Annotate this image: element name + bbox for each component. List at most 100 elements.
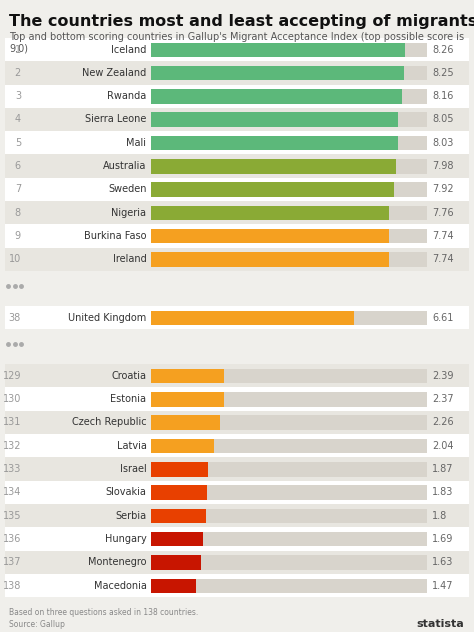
Text: Hungary: Hungary — [105, 534, 146, 544]
Bar — [151, 183, 394, 197]
Bar — [151, 578, 428, 593]
Text: Burkina Faso: Burkina Faso — [84, 231, 146, 241]
Bar — [151, 205, 428, 220]
Bar — [5, 224, 469, 248]
Bar — [151, 66, 428, 80]
Bar — [5, 154, 469, 178]
Text: 135: 135 — [2, 511, 21, 521]
Text: statista: statista — [417, 619, 465, 629]
Text: Rwanda: Rwanda — [107, 91, 146, 101]
Bar — [5, 411, 469, 434]
Bar — [151, 159, 428, 174]
Bar — [151, 205, 389, 220]
Text: Ireland: Ireland — [113, 254, 146, 264]
Text: 2.04: 2.04 — [432, 441, 454, 451]
Bar — [151, 89, 428, 104]
Bar — [151, 439, 214, 453]
Bar — [5, 38, 469, 61]
Text: Based on three questions asked in 138 countries.
Source: Gallup: Based on three questions asked in 138 co… — [9, 608, 199, 629]
Bar — [151, 229, 428, 243]
Text: 10: 10 — [9, 254, 21, 264]
Bar — [5, 434, 469, 458]
Bar — [151, 415, 428, 430]
Text: Serbia: Serbia — [115, 511, 146, 521]
Bar — [151, 136, 428, 150]
Bar — [151, 556, 428, 569]
Bar — [151, 252, 389, 267]
Text: 8.26: 8.26 — [432, 45, 454, 54]
Text: 2.26: 2.26 — [432, 418, 454, 427]
Bar — [151, 392, 224, 406]
Bar — [151, 229, 389, 243]
Bar — [151, 556, 201, 569]
Bar — [5, 201, 469, 224]
Bar — [151, 532, 203, 547]
Text: 8.25: 8.25 — [432, 68, 454, 78]
Text: New Zealand: New Zealand — [82, 68, 146, 78]
Bar — [5, 364, 469, 387]
Text: 133: 133 — [3, 464, 21, 474]
Bar — [151, 310, 428, 325]
Text: 1.8: 1.8 — [432, 511, 447, 521]
Bar — [151, 369, 428, 383]
Text: Sweden: Sweden — [108, 185, 146, 195]
Text: 138: 138 — [3, 581, 21, 590]
Text: 2: 2 — [15, 68, 21, 78]
Bar — [5, 550, 469, 574]
Bar — [151, 159, 396, 174]
Bar — [5, 248, 469, 271]
Text: 1.69: 1.69 — [432, 534, 454, 544]
Text: Montenegro: Montenegro — [88, 557, 146, 568]
Text: Croatia: Croatia — [111, 371, 146, 381]
Bar — [5, 61, 469, 85]
Text: 7.76: 7.76 — [432, 208, 454, 217]
Text: 6.61: 6.61 — [432, 313, 454, 322]
Text: 1: 1 — [15, 45, 21, 54]
Text: United Kingdom: United Kingdom — [68, 313, 146, 322]
Text: 8.03: 8.03 — [432, 138, 454, 148]
Bar — [151, 136, 398, 150]
Bar — [151, 532, 428, 547]
Bar — [5, 481, 469, 504]
Text: Australia: Australia — [103, 161, 146, 171]
Bar — [151, 369, 225, 383]
Text: 8: 8 — [15, 208, 21, 217]
Text: Mali: Mali — [127, 138, 146, 148]
Bar — [151, 252, 428, 267]
Bar — [151, 509, 428, 523]
Text: 131: 131 — [3, 418, 21, 427]
Bar — [151, 415, 220, 430]
Text: 7.92: 7.92 — [432, 185, 454, 195]
Bar — [151, 485, 428, 500]
Bar — [5, 458, 469, 481]
Text: 1.47: 1.47 — [432, 581, 454, 590]
Text: Czech Republic: Czech Republic — [72, 418, 146, 427]
Text: Estonia: Estonia — [110, 394, 146, 404]
Text: 132: 132 — [2, 441, 21, 451]
Text: 1.87: 1.87 — [432, 464, 454, 474]
Text: 7.74: 7.74 — [432, 254, 454, 264]
Bar — [5, 387, 469, 411]
Text: 136: 136 — [3, 534, 21, 544]
Bar — [151, 509, 206, 523]
Bar — [151, 485, 207, 500]
Text: 2.39: 2.39 — [432, 371, 454, 381]
Text: Slovakia: Slovakia — [106, 487, 146, 497]
Text: 38: 38 — [9, 313, 21, 322]
Text: 1.83: 1.83 — [432, 487, 454, 497]
Bar — [151, 66, 404, 80]
Text: 6: 6 — [15, 161, 21, 171]
Text: 7: 7 — [15, 185, 21, 195]
Text: The countries most and least accepting of migrants: The countries most and least accepting o… — [9, 14, 474, 29]
Text: 1.63: 1.63 — [432, 557, 454, 568]
Bar — [151, 439, 428, 453]
Bar — [5, 574, 469, 597]
Text: 4: 4 — [15, 114, 21, 125]
Text: Top and bottom scoring countries in Gallup's Migrant Acceptance Index (top possi: Top and bottom scoring countries in Gall… — [9, 32, 465, 53]
Text: 8.16: 8.16 — [432, 91, 454, 101]
Bar — [5, 306, 469, 329]
Bar — [151, 392, 428, 406]
Text: 137: 137 — [2, 557, 21, 568]
Text: 7.98: 7.98 — [432, 161, 454, 171]
Bar — [151, 112, 398, 127]
